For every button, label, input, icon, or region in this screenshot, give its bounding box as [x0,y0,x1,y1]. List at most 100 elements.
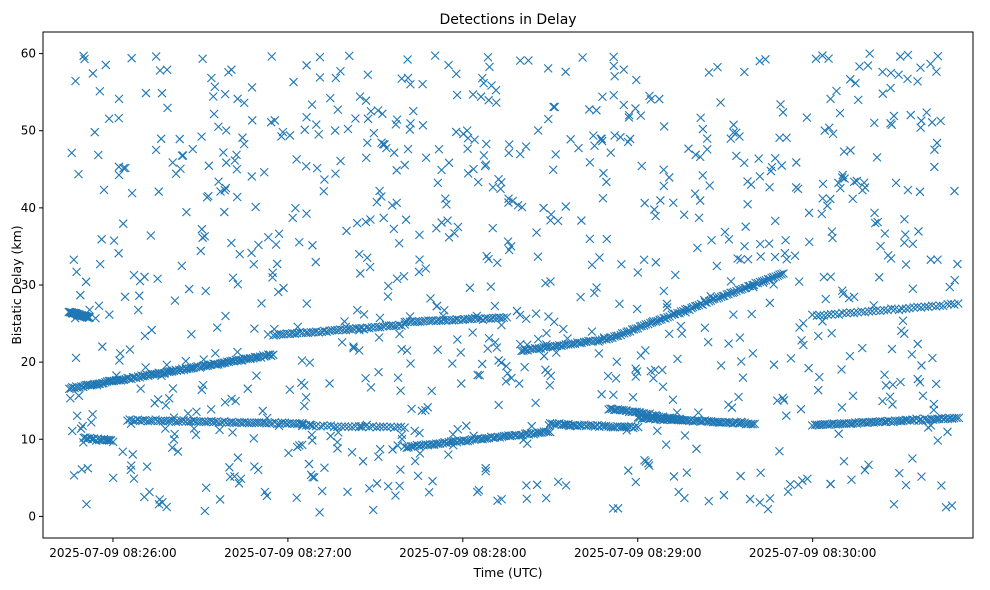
detection-point [222,357,232,367]
detection-point [354,346,364,355]
detection-point [254,240,263,250]
detection-point [239,98,249,108]
detection-point [747,309,757,319]
detection-point [186,363,196,373]
detection-point [415,230,424,240]
detection-point [397,344,407,354]
detection-point [476,92,486,102]
detection-point [168,158,178,167]
detection-point [104,114,114,124]
detection-point [755,172,765,181]
detection-point [825,194,835,204]
detection-point [632,407,642,417]
detection-point [950,275,960,285]
detection-point [513,200,523,210]
detection-point [610,71,620,81]
detection-point [352,218,362,228]
detection-point [750,419,760,429]
detection-point [423,402,433,412]
detection-point [433,345,443,355]
detection-point [813,331,823,341]
detection-point [301,161,311,171]
detection-point [252,371,261,381]
detection-point [300,125,310,135]
detection-point [871,306,881,315]
detection-point [72,267,81,277]
detection-point [146,231,156,240]
detection-point [631,364,641,373]
detection-point [477,359,487,369]
detection-point [95,379,105,388]
detection-point [95,259,105,269]
detection-point [599,168,608,178]
detection-point [913,77,922,86]
detection-point [496,184,506,194]
detection-point [375,422,385,432]
detection-point [589,288,599,298]
detection-point [886,118,895,128]
detection-point [936,481,946,490]
detection-point [878,89,888,99]
detection-point [134,291,144,301]
detection-point [761,54,770,64]
detection-point [853,95,863,105]
detection-point [543,368,553,378]
detection-point [818,194,828,203]
detection-point [481,466,491,476]
detection-point [914,416,923,426]
detection-point [731,151,741,161]
detection-point [765,182,774,192]
detection-point [342,226,351,236]
detection-point [827,328,837,338]
detection-point [258,406,268,416]
detection-point [381,143,391,153]
detection-point [837,419,847,429]
detection-point [550,102,560,112]
detection-point [392,198,402,208]
detection-point [598,193,608,203]
detection-point [702,298,711,308]
detection-point [369,128,379,138]
detection-point [189,424,199,433]
detection-point [804,208,814,218]
detection-point [609,52,619,62]
detection-point [120,163,130,173]
detection-point [349,343,359,353]
detection-point [804,237,814,247]
detection-point [481,139,491,149]
y-tick-label: 60 [21,47,36,61]
detection-point [378,109,387,119]
detection-point [247,115,257,125]
detection-point [867,306,877,316]
detection-point [292,442,302,452]
detection-point [702,144,712,154]
detection-point [168,384,178,393]
detection-point [128,450,138,459]
detection-point [748,419,758,429]
detection-point [444,60,453,70]
detection-point [727,403,737,413]
detection-point [741,222,751,232]
detection-point [155,66,165,75]
detection-point [297,356,307,365]
detection-point [206,404,216,414]
detection-point [713,62,722,72]
detection-point [269,331,278,340]
detection-point [672,408,682,418]
detection-point [930,145,939,155]
detection-point [179,415,188,425]
detection-point [738,373,748,383]
detection-point [663,312,672,322]
detection-point [680,431,690,440]
detection-point [895,52,905,61]
detection-point [815,311,825,320]
detection-point [497,320,506,330]
detection-point [410,426,420,436]
detection-point [933,51,943,61]
detection-point [609,61,619,71]
x-tick-label: 2025-07-09 08:28:00 [399,546,526,560]
detection-point [587,260,597,270]
detection-point [480,434,490,443]
detection-point [952,413,961,423]
detection-point [504,194,513,204]
